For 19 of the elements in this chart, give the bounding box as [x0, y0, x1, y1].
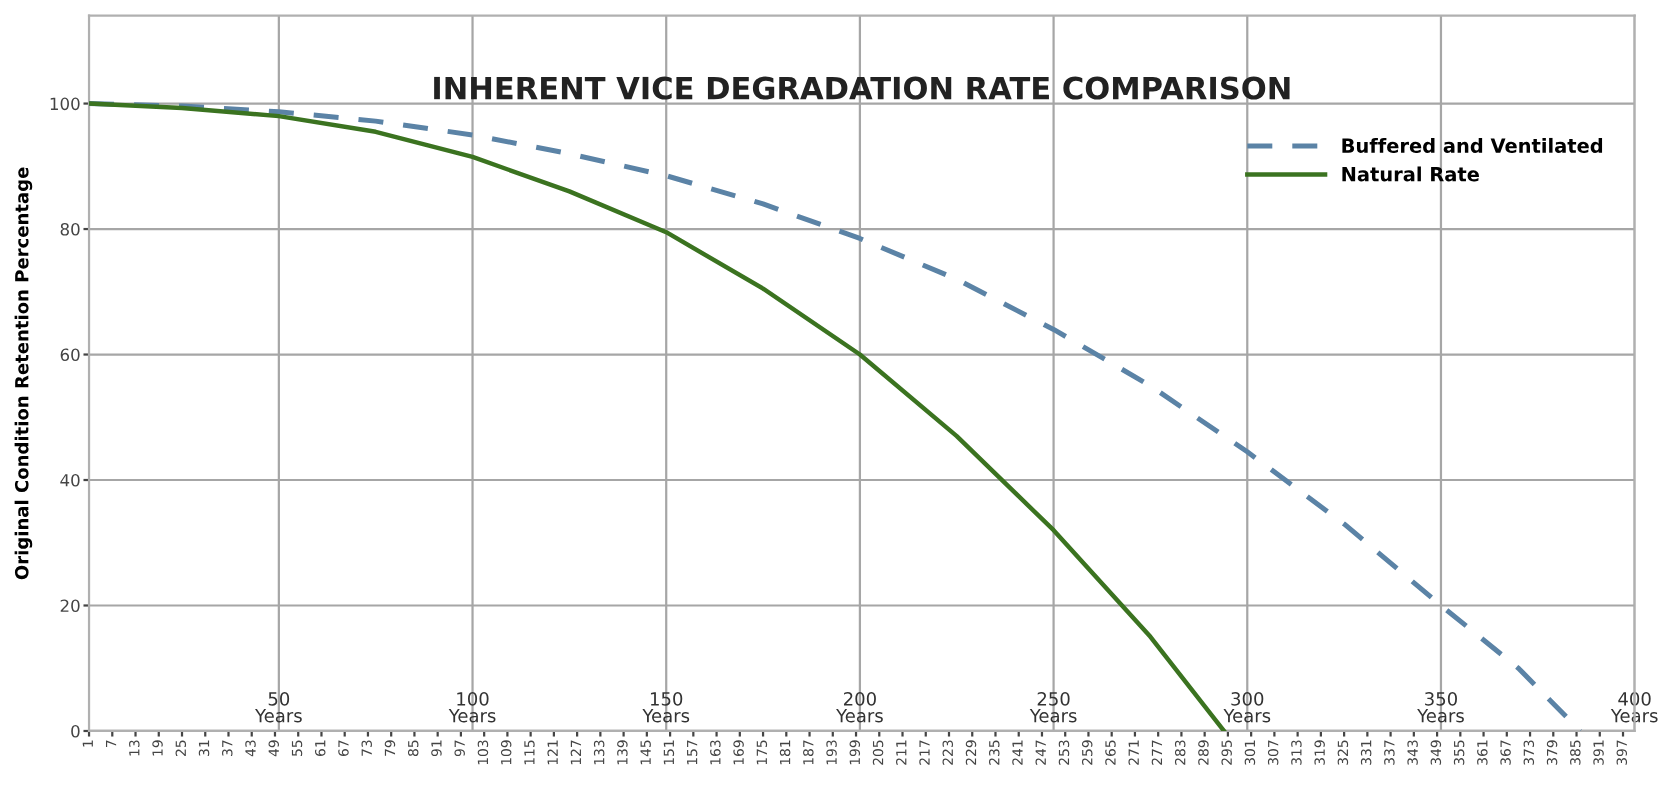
ref-line-label: 50 Years	[254, 692, 302, 723]
ref-line-label: 300 Years	[1223, 692, 1271, 723]
legend-label: Buffered and Ventilated	[1342, 137, 1603, 153]
ref-line-label: 400 Years	[1610, 692, 1658, 723]
ref-line-label: 250 Years	[1029, 692, 1077, 723]
y-tick-label: 20	[60, 599, 80, 613]
ref-line-label: 200 Years	[836, 692, 883, 723]
y-tick-label: 60	[60, 348, 80, 362]
text: INHERENT VICE DEGRADATION RATE COMPARISON	[434, 76, 1290, 100]
y-tick-label: 80	[60, 223, 80, 236]
y-axis-title: Original Condition Retention Percentage	[14, 167, 33, 580]
ref-line-label: 150 Years	[642, 692, 690, 723]
y-tick-label: 40	[60, 473, 80, 487]
y-tick-label: 0	[71, 724, 80, 738]
y-tick-label: 100	[50, 97, 80, 111]
line-series	[89, 101, 1227, 731]
ref-line-label: 350 Years	[1417, 692, 1464, 723]
ref-line-label: 100 Years	[448, 692, 496, 723]
legend-label: Natural Rate	[1342, 166, 1479, 182]
